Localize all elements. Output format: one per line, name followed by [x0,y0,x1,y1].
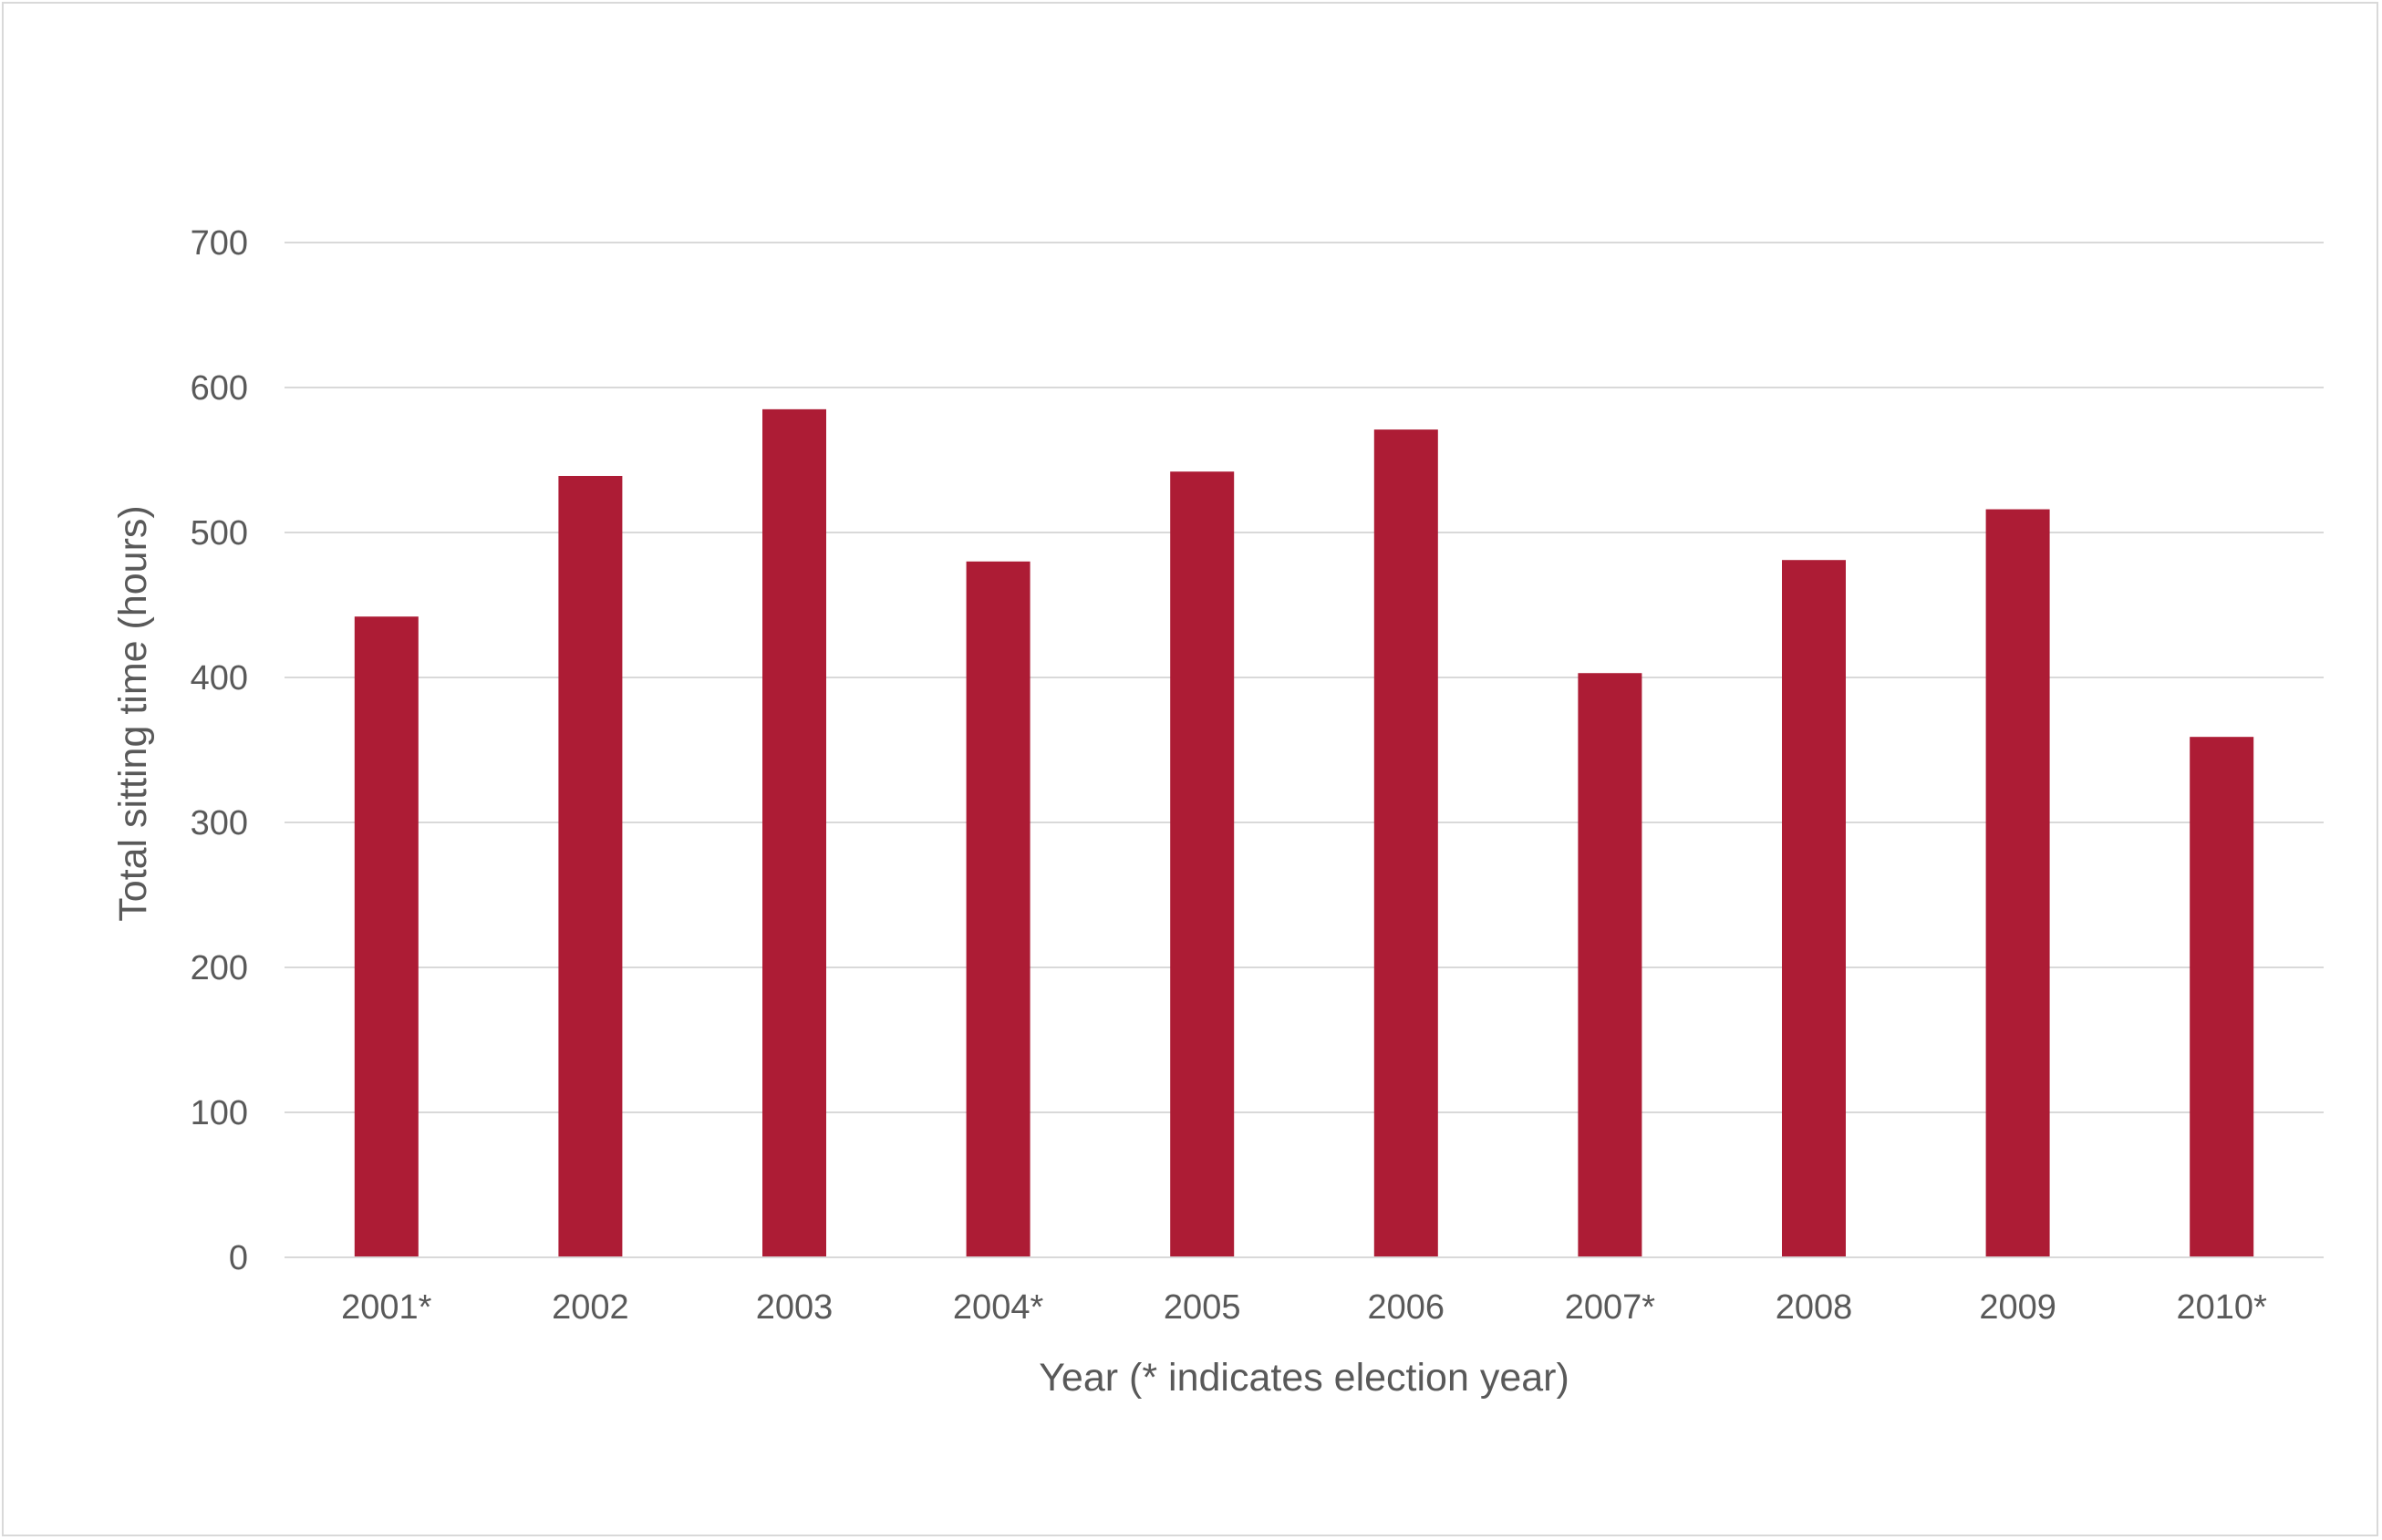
y-tick-label: 700 [191,224,248,263]
bar-2008 [1782,560,1846,1257]
x-tick-label: 2010* [2177,1288,2268,1327]
x-tick-label: 2009 [1979,1288,2056,1327]
y-axis-tick-labels: 0 100 200 300 400 500 600 700 [191,224,248,1277]
x-tick-label: 2003 [756,1288,834,1327]
y-tick-label: 200 [191,949,248,987]
bars [354,408,2254,1258]
bar-2003 [762,408,826,1258]
x-tick-label: 2008 [1776,1288,1853,1327]
bar-2004-election [966,561,1030,1257]
bar-2001-election [354,616,419,1257]
x-tick-label: 2001* [341,1288,432,1327]
bar-2002 [558,475,623,1257]
bar-2005 [1170,471,1235,1257]
bar-2009 [1985,509,2050,1257]
x-tick-label: 2002 [552,1288,629,1327]
y-tick-label: 600 [191,369,248,408]
gridlines [285,242,2324,1113]
y-tick-label: 300 [191,804,248,842]
bar-2010-election [2190,737,2254,1257]
bar-2006 [1373,429,1438,1257]
x-tick-label: 2006 [1368,1288,1445,1327]
y-tick-label: 400 [191,659,248,698]
x-tick-label: 2005 [1164,1288,1241,1327]
y-axis-title: Total sitting time (hours) [111,505,155,921]
bar-2007-election [1578,673,1642,1257]
y-tick-label: 0 [229,1239,248,1277]
y-tick-label: 500 [191,514,248,553]
x-axis-tick-labels: 2001* 2002 2003 2004* 2005 2006 2007* 2008 2009 2… [341,1288,2267,1327]
y-tick-label: 100 [191,1094,248,1132]
x-tick-label: 2007* [1565,1288,1656,1327]
x-axis-title: Year (* indicates election year) [1039,1356,1569,1400]
x-tick-label: 2004* [953,1288,1044,1327]
